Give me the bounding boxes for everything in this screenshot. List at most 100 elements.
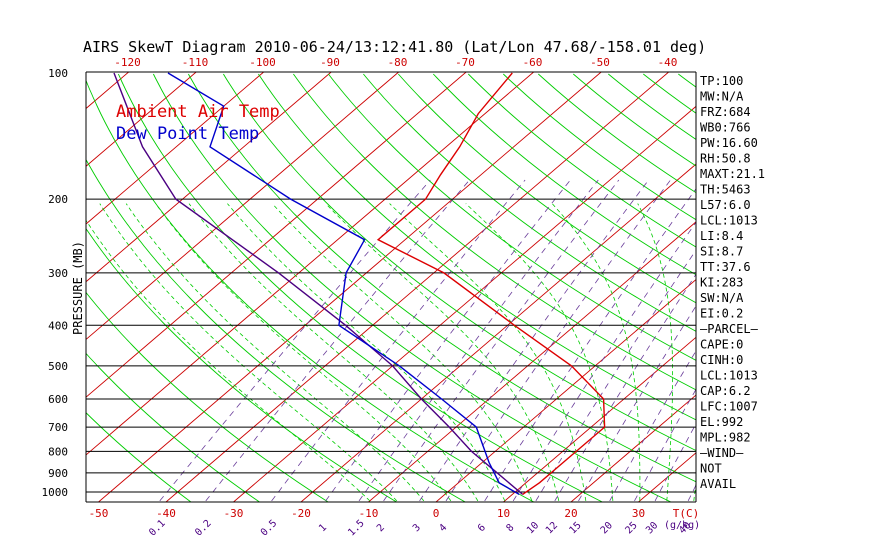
dry-adiabat [86,158,466,502]
stat-line: LCL:1013 [700,214,758,228]
dry-adiabat [573,73,696,167]
legend-dew-point-temp: Dew Point Temp [116,124,259,144]
sounding-curves [113,72,606,496]
dry-adiabat [363,73,696,332]
pressure-tick-label: 100 [48,67,68,80]
dry-adiabat [432,73,696,276]
stat-line: L57:6.0 [700,198,751,212]
dry-adiabat [188,73,696,483]
mixing-ratio-tick-label: 20 [599,520,615,536]
stat-line: MPL:982 [700,431,751,445]
bottom-temp-tick-label: -20 [291,507,311,520]
moist-adiabat [99,203,398,502]
isotherm [86,72,534,456]
stat-line: PW:16.60 [700,136,758,150]
isotherm [300,163,696,502]
mixing-ratio-line [609,350,696,502]
pressure-tick-label: 200 [48,193,68,206]
isotherm [86,72,399,341]
dry-adiabat [86,352,260,502]
moist-adiabat [637,203,673,501]
isotherm [86,72,467,398]
mixing-ratio-line [512,221,696,502]
chart-title: AIRS SkewT Diagram 2010-06-24/13:12:41.8… [83,38,706,56]
mixing-ratio-tick-label: 25 [623,520,639,536]
mixing-ratio-tick-label: 3 [411,522,423,534]
moist-adiabat [325,203,560,501]
mixing-ratio-line [535,249,696,502]
moist-adiabat [86,219,371,502]
pressure-tick-label: 1000 [42,486,69,499]
mixing-ratio-tick-label: 4 [437,522,449,534]
isotherm [86,72,332,283]
top-temp-tick-label: -70 [455,56,475,69]
mixing-ratio-line [578,305,696,502]
dry-adiabat [467,73,696,248]
stat-line: AVAIL [700,477,736,491]
mixing-ratio-line [634,388,696,502]
stat-line: —WIND— [700,446,744,460]
top-temp-tick-label: -50 [590,56,610,69]
bottom-temp-tick-label: 0 [433,507,440,520]
stat-line: CAP:6.2 [700,384,751,398]
moist-adiabat [465,203,614,501]
dry-adiabat [502,73,696,221]
bottom-temp-tick-label: 20 [564,507,577,520]
dry-adiabat [117,73,603,502]
mixing-ratio-line [159,179,431,502]
dry-adiabat [258,73,696,421]
mixing-ratio-line [554,273,696,502]
mixing-ratio-tick-label: 12 [544,520,560,536]
moist-adiabat [188,203,479,502]
stat-line: MW:N/A [700,90,744,104]
ambient-temp-curve [376,72,606,495]
mixing-ratio-tick-label: 30 [644,520,660,536]
y-axis-label: PRESSURE (MB) [71,241,85,335]
legend-ambient-air-temp: Ambient Air Temp [116,102,280,122]
top-temp-tick-label: -80 [388,56,408,69]
bottom-temp-unit-label: T(C) [673,507,700,520]
dry-adiabat [86,412,192,502]
bottom-temp-tick-label: 30 [632,507,645,520]
mixing-ratio-line [484,188,696,502]
mixing-ratio-tick-label: 0.1 [147,518,168,539]
stat-line: TP:100 [700,74,743,88]
mixing-ratio-line [654,422,696,502]
mixing-ratio-line [358,179,599,502]
bottom-temp-tick-label: -50 [89,507,109,520]
mixing-ratio-line [205,179,470,502]
pressure-tick-label: 900 [48,467,68,480]
isotherm [86,72,264,225]
top-temp-tick-label: -40 [658,56,678,69]
stat-line: EL:992 [700,415,743,429]
moist-adiabat [227,203,506,502]
isotherm [86,72,197,167]
stat-line: CINH:0 [700,353,743,367]
isotherm [0,72,61,502]
top-temp-tick-label: -120 [114,56,141,69]
isotherm [774,72,870,502]
stat-line: CAPE:0 [700,338,743,352]
stat-line: FRZ:684 [700,105,751,119]
top-temp-tick-label: -90 [320,56,340,69]
stat-line: TT:37.6 [700,260,751,274]
stat-line: RH:50.8 [700,152,751,166]
stat-line: LFC:1007 [700,400,758,414]
grid-lines [0,72,870,502]
mixing-ratio-line [325,179,571,502]
pressure-tick-label: 300 [48,267,68,280]
stat-line: SI:8.7 [700,245,743,259]
moist-adiabat [272,203,533,502]
isotherm [86,72,129,110]
pressure-tick-label: 700 [48,421,68,434]
mixing-ratio-tick-label: 0.2 [193,518,214,539]
isotherm [435,278,696,502]
isotherm [841,72,870,502]
mixing-ratio-tick-label: 1 [317,522,329,534]
mixing-ratio-tick-label: 1.5 [346,518,367,539]
mixing-ratio-unit-label: (g/kg) [664,520,700,531]
mixing-ratio-line [419,179,649,502]
dry-adiabat [293,73,696,391]
stat-line: MAXT:21.1 [700,167,765,181]
